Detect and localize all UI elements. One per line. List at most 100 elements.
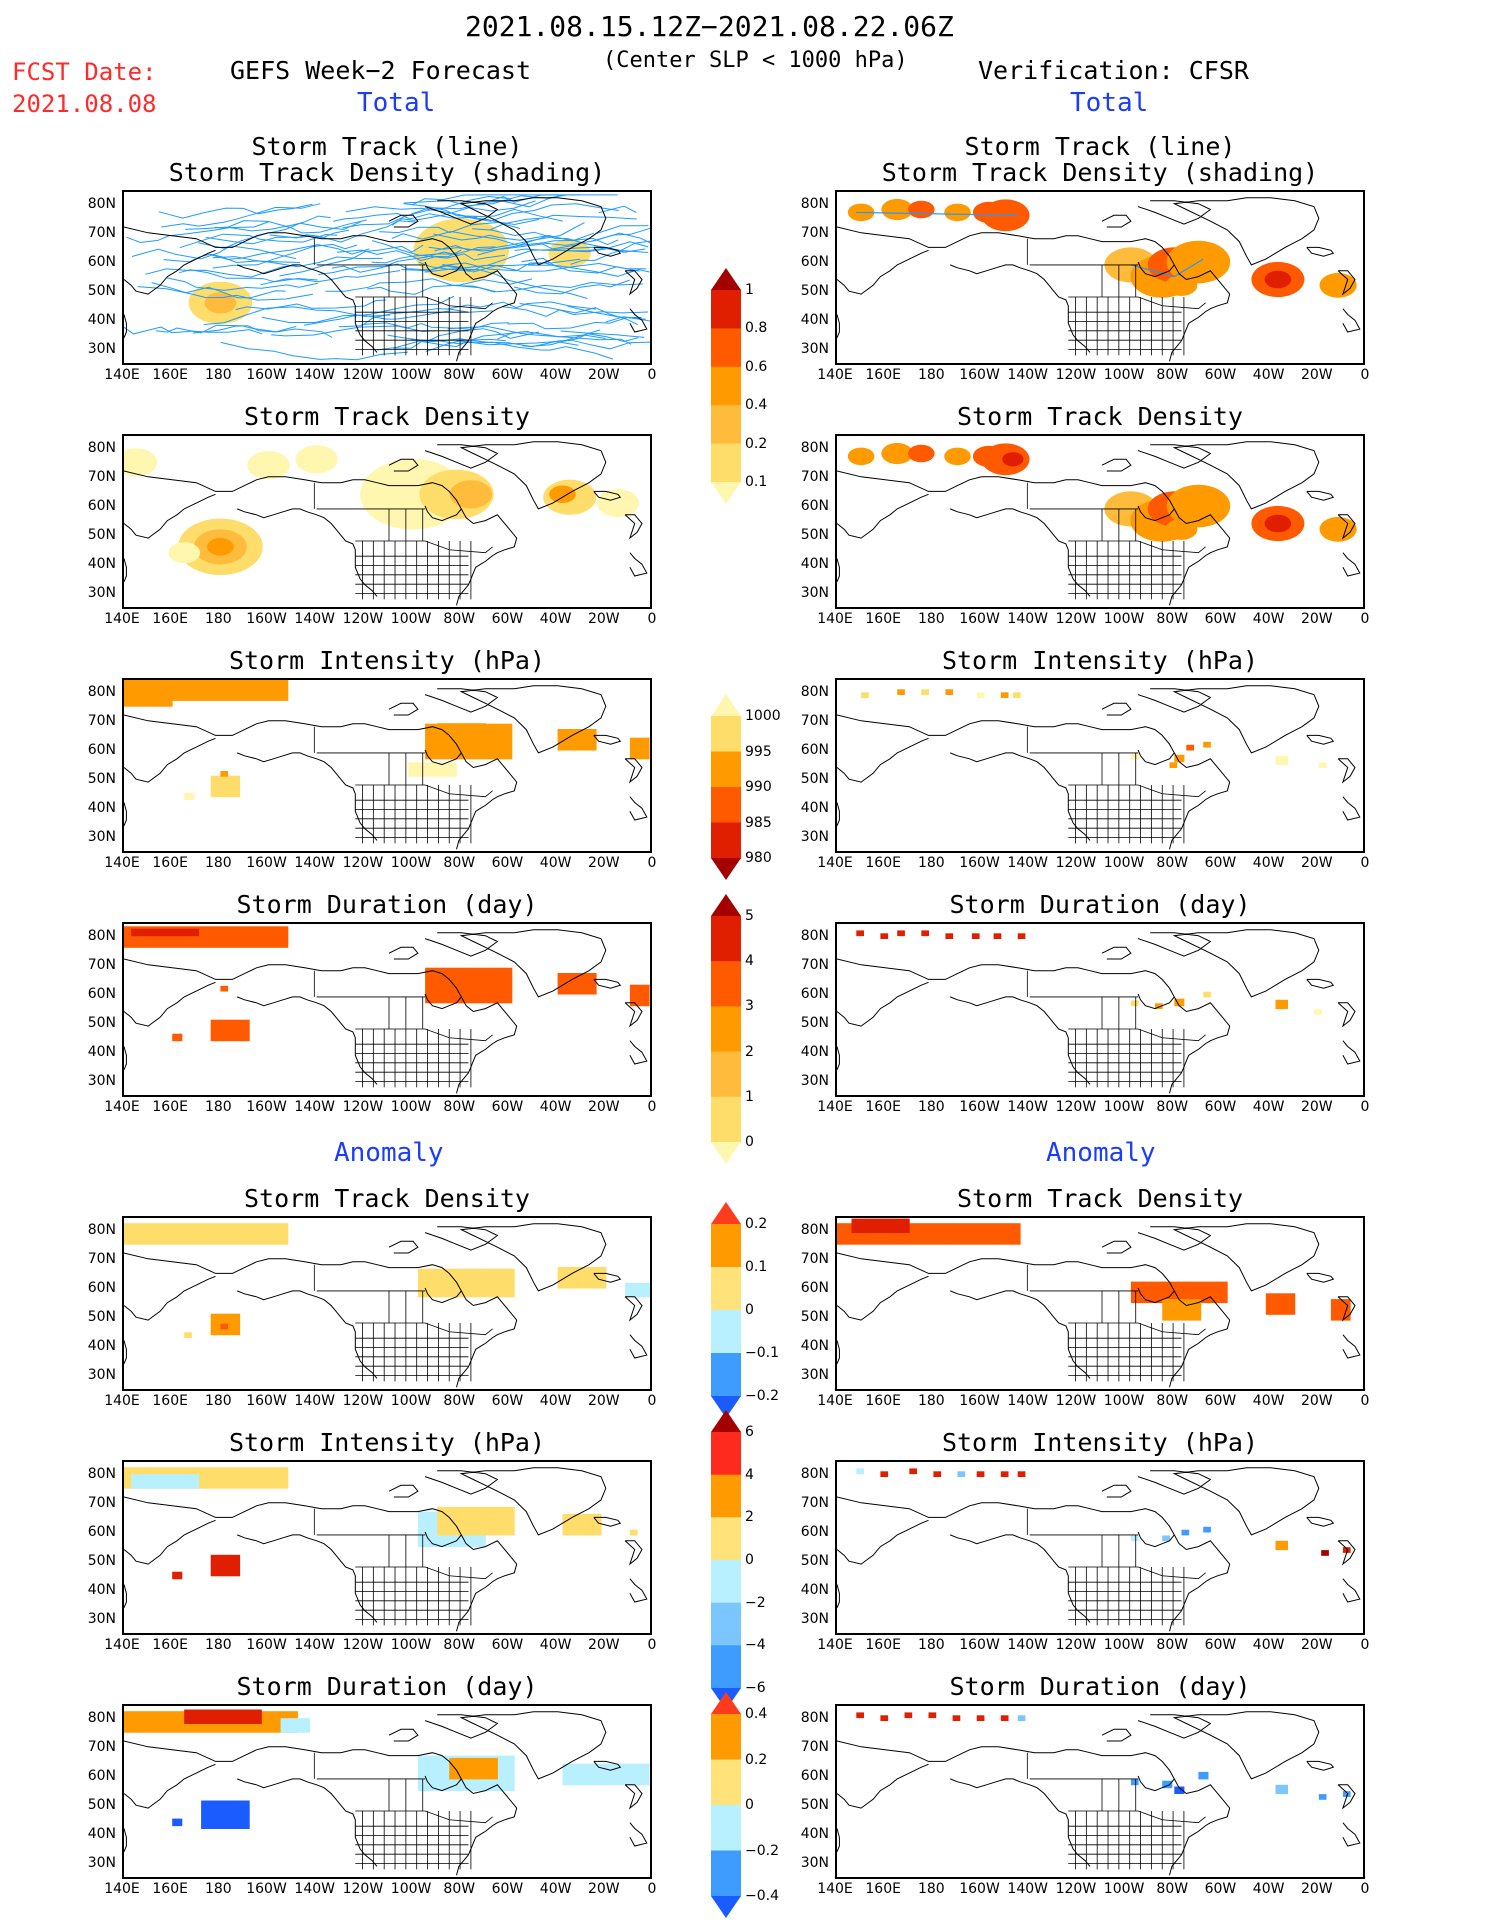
grid-cell (856, 1468, 864, 1475)
grid-cell (596, 1281, 607, 1289)
grid-cell (239, 1026, 250, 1035)
grid-cell (1265, 1300, 1276, 1308)
colorbar-segment (711, 443, 741, 483)
grid-cell (856, 1237, 867, 1245)
grid-cell (268, 1223, 279, 1231)
lat-label: 70N (87, 713, 116, 729)
lat-label: 60N (800, 498, 829, 514)
grid-cell (875, 1230, 886, 1238)
lon-label: 40W (539, 1637, 572, 1653)
map-panel-int-model (122, 678, 652, 853)
grid-cell (268, 693, 279, 701)
grid-cell (456, 723, 467, 731)
grid-cell (162, 1718, 173, 1726)
grid-cell (278, 1237, 289, 1245)
grid-cell (557, 980, 568, 988)
grid-cell (981, 1230, 992, 1238)
map-panel-dur-model (122, 922, 652, 1097)
grid-cell (437, 1776, 448, 1785)
colorbar-cap (711, 694, 741, 716)
grid-cell (620, 1770, 631, 1779)
grid-cell (434, 995, 445, 1004)
lon-label: 0 (1360, 1393, 1370, 1409)
grid-cell (258, 926, 269, 934)
grid-cell (220, 1561, 231, 1570)
colorbar-label: 1 (745, 282, 754, 298)
grid-cell (203, 1716, 214, 1724)
grid-cell (239, 1821, 250, 1829)
map-canvas (124, 441, 648, 606)
lat-label: 50N (87, 1553, 116, 1569)
lon-label: 140E (817, 611, 853, 627)
colorbar-segment (711, 751, 741, 788)
grid-cell (1171, 1299, 1182, 1307)
grid-cell (475, 723, 486, 731)
grid-cell (504, 1769, 515, 1778)
grid-cell (880, 1715, 889, 1721)
political-borders (1026, 238, 1206, 356)
lon-label: 160E (152, 1637, 188, 1653)
lon-label: 180 (204, 1099, 232, 1115)
lon-label: 180 (917, 1881, 945, 1897)
grid-cell (220, 1821, 231, 1829)
lat-label: 80N (87, 684, 116, 700)
grid-cell (562, 1763, 573, 1772)
lat-label: 60N (87, 742, 116, 758)
grid-cell (504, 1783, 515, 1792)
grid-cell (478, 1771, 489, 1780)
grid-cell (981, 1237, 992, 1245)
colorbar-label: −0.2 (745, 1842, 779, 1859)
grid-cell (152, 1237, 163, 1245)
lon-label: 160W (959, 1637, 1000, 1653)
grid-cell (567, 1267, 578, 1275)
grid-cell (449, 1771, 460, 1780)
grid-cell (220, 1033, 231, 1042)
panel-title: Storm Track Density (957, 1184, 1243, 1213)
grid-cell (952, 1223, 963, 1231)
density-blob (207, 538, 234, 556)
lon-label: 40W (1252, 855, 1285, 871)
grid-cell (943, 1237, 954, 1245)
lat-label: 60N (87, 1524, 116, 1540)
grid-cell (492, 730, 503, 739)
grid-cell (230, 1554, 241, 1563)
grid-cell (943, 1223, 954, 1231)
panel-title: Storm Intensity (hPa) (228, 1428, 546, 1457)
political-borders (1026, 1508, 1206, 1626)
grid-cell (124, 686, 135, 694)
grid-cell (427, 1525, 438, 1534)
grid-cell (193, 1716, 204, 1724)
lat-label: 80N (87, 1222, 116, 1238)
grid-cell (446, 1539, 457, 1548)
grid-cell (143, 680, 154, 687)
grid-cell (210, 1474, 221, 1482)
grid-cell (1000, 1230, 1011, 1238)
grid-cell (124, 699, 135, 707)
grid-cell (504, 1762, 515, 1771)
grid-cell (162, 940, 173, 948)
grid-cell (290, 1718, 301, 1726)
panel-title: Storm Track Density (957, 402, 1243, 431)
grid-cell (152, 1718, 163, 1726)
grid-cell (172, 1230, 183, 1238)
grid-cell (504, 1268, 515, 1277)
grid-cell (444, 967, 455, 976)
grid-cell (466, 737, 477, 745)
grid-cell (184, 1332, 192, 1338)
grid-cell (239, 940, 250, 948)
colorbar-segment (711, 1096, 741, 1143)
grid-cell (444, 744, 455, 753)
grid-cell (446, 1783, 457, 1792)
lon-label: 20W (587, 1099, 620, 1115)
grid-cell (475, 1268, 486, 1277)
grid-cell (179, 928, 190, 937)
map-canvas (124, 194, 650, 362)
grid-cell (124, 680, 135, 687)
lat-label: 50N (87, 283, 116, 299)
grid-cell (562, 1777, 573, 1786)
grid-cell (160, 928, 171, 937)
lon-label: 20W (1300, 367, 1333, 383)
grid-cell (933, 1230, 944, 1238)
grid-cell (427, 1289, 438, 1298)
grid-cell (601, 1763, 612, 1772)
